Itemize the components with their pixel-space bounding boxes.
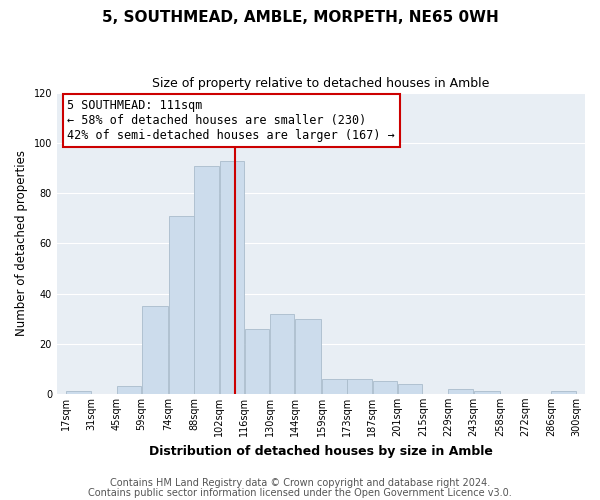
Bar	[398, 384, 422, 394]
Bar	[347, 379, 372, 394]
Bar	[473, 392, 500, 394]
Bar	[194, 166, 219, 394]
Bar	[270, 314, 295, 394]
Bar	[448, 389, 473, 394]
Bar	[373, 382, 397, 394]
Bar	[117, 386, 141, 394]
X-axis label: Distribution of detached houses by size in Amble: Distribution of detached houses by size …	[149, 444, 493, 458]
Text: Contains public sector information licensed under the Open Government Licence v3: Contains public sector information licen…	[88, 488, 512, 498]
Bar	[67, 392, 91, 394]
Bar	[142, 306, 168, 394]
Bar	[220, 160, 244, 394]
Bar	[245, 328, 269, 394]
Text: 5, SOUTHMEAD, AMBLE, MORPETH, NE65 0WH: 5, SOUTHMEAD, AMBLE, MORPETH, NE65 0WH	[101, 10, 499, 25]
Title: Size of property relative to detached houses in Amble: Size of property relative to detached ho…	[152, 78, 490, 90]
Text: Contains HM Land Registry data © Crown copyright and database right 2024.: Contains HM Land Registry data © Crown c…	[110, 478, 490, 488]
Y-axis label: Number of detached properties: Number of detached properties	[15, 150, 28, 336]
Text: 5 SOUTHMEAD: 111sqm
← 58% of detached houses are smaller (230)
42% of semi-detac: 5 SOUTHMEAD: 111sqm ← 58% of detached ho…	[67, 99, 395, 142]
Bar	[322, 379, 347, 394]
Bar	[295, 318, 322, 394]
Bar	[169, 216, 194, 394]
Bar	[551, 392, 575, 394]
